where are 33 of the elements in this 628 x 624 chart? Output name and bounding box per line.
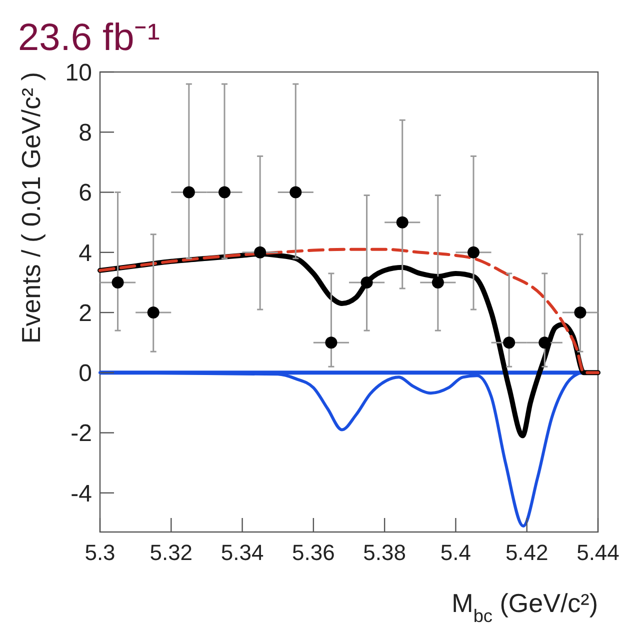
x-tick-label: 5.34: [220, 540, 264, 565]
x-tick-label: 5.32: [150, 540, 193, 565]
y-tick-label: -2: [70, 420, 92, 448]
point: [360, 276, 373, 288]
point: [112, 276, 124, 288]
y-tick-label: 0: [78, 360, 92, 388]
point: [538, 336, 551, 349]
x-tick-label: 5.4: [440, 540, 472, 565]
point: [218, 186, 230, 198]
x-tick-label: 5.36: [292, 540, 335, 565]
x-tick-label: 5.44: [576, 540, 620, 565]
y-tick-label: 4: [78, 240, 92, 267]
y-tick-label: -4: [70, 480, 92, 508]
point: [290, 186, 302, 198]
y-tick-label: 6: [78, 180, 92, 207]
point: [574, 306, 586, 319]
chart-title: 23.6 fb⁻¹: [18, 17, 160, 59]
point: [147, 306, 160, 319]
point: [432, 276, 444, 288]
point: [396, 216, 408, 228]
y-tick-label: 10: [65, 59, 92, 86]
y-tick-label: 2: [78, 300, 92, 327]
point: [325, 336, 338, 349]
point: [254, 246, 266, 258]
point: [468, 246, 480, 258]
y-tick-label: 8: [78, 120, 92, 147]
x-tick-label: 5.3: [84, 540, 116, 565]
x-axis-title: M$_{bc}$ (GeV/c²): [452, 588, 598, 624]
point: [182, 186, 195, 198]
y-axis-title: Events / ( 0.01 GeV/c² ): [16, 72, 46, 344]
x-tick-label: 5.42: [505, 540, 548, 565]
x-tick-label: 5.38: [363, 540, 406, 565]
point: [503, 336, 516, 349]
